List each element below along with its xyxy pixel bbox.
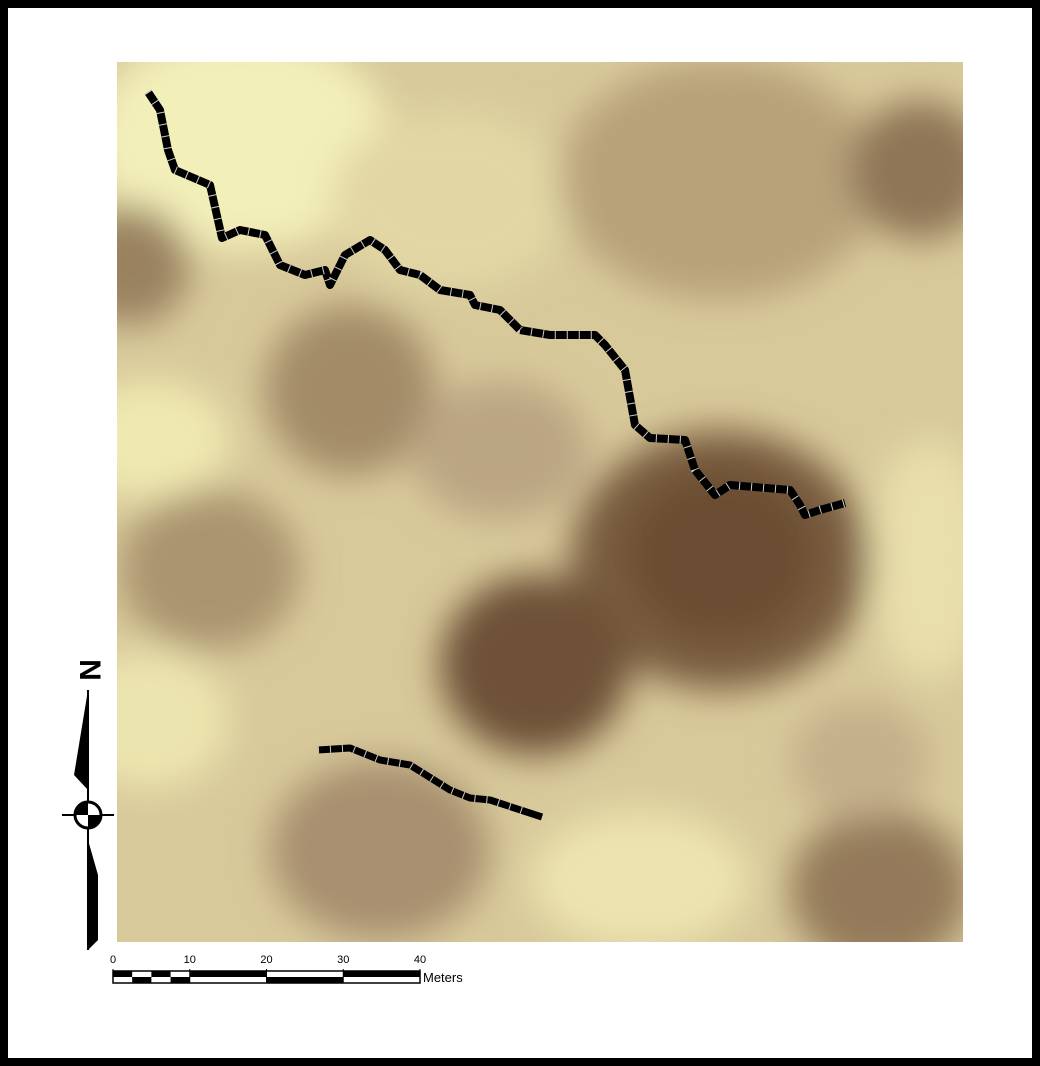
scale-bar-label: 10	[184, 954, 196, 966]
stream-line	[144, 89, 847, 519]
stream-line-ticks	[317, 744, 532, 817]
streams	[144, 89, 847, 821]
scale-bar-label: 0	[110, 954, 116, 966]
north-arrow-head	[74, 690, 88, 790]
scale-bar-segment	[189, 971, 267, 977]
north-arrow-quadrants	[75, 802, 101, 828]
north-arrow-tail	[88, 840, 98, 950]
scale-bar: 0 10 20 30 40 Meters	[110, 954, 463, 985]
scale-bar-segment	[132, 977, 152, 983]
north-arrow: N	[62, 659, 114, 950]
scale-bar-label: 40	[414, 954, 426, 966]
terrain-raster	[117, 62, 963, 942]
scale-bar-unit: Meters	[423, 970, 463, 985]
scale-bar-segment	[343, 971, 420, 977]
scale-bar-segment	[266, 977, 344, 983]
scale-bar-label: 20	[260, 954, 272, 966]
scale-bar-segment	[170, 977, 190, 983]
scale-bar-label: 30	[337, 954, 349, 966]
scale-bar-segment	[151, 971, 171, 977]
scale-bar-segment	[113, 971, 133, 977]
north-label: N	[73, 659, 106, 681]
